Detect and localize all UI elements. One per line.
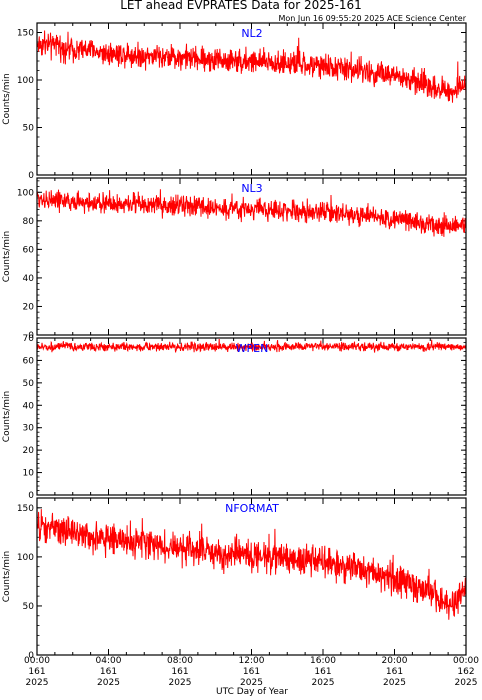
x-tick-label-year: 2025 (240, 678, 263, 688)
panel-label: NFORMAT (225, 502, 279, 515)
series-line-nl3 (36, 189, 467, 237)
x-tick-label-time: 00:00 (453, 656, 479, 666)
y-tick-label: 40 (23, 401, 35, 411)
x-tick-label-doy: 161 (171, 667, 188, 677)
y-tick-label: 100 (17, 553, 34, 563)
x-tick-label-year: 2025 (97, 678, 120, 688)
y-tick-label: 100 (17, 188, 34, 198)
panel-label: NL2 (241, 27, 262, 40)
panel-nl3: 0 20 40 60 80 100 NL3 Counts/min (2, 177, 467, 341)
y-tick-label: 80 (23, 217, 35, 227)
x-tick-label-time: 00:00 (24, 656, 50, 666)
x-tick-label-doy: 161 (386, 667, 403, 677)
panel-frame (36, 22, 467, 176)
y-tick-label: 50 (23, 124, 35, 134)
x-tick-label-year: 2025 (455, 678, 478, 688)
x-tick-label-time: 12:00 (239, 656, 265, 666)
y-tick-label: 150 (17, 504, 34, 514)
y-axis-title: Counts/min (2, 551, 12, 602)
x-tick-label-year: 2025 (169, 678, 192, 688)
y-tick-label: 0 (28, 491, 34, 501)
series-line-nformat (36, 509, 467, 620)
x-tick-label-doy: 161 (243, 667, 260, 677)
panel-wpen: 0 10 20 30 40 50 60 70 WPEN Counts/min (2, 334, 467, 501)
x-tick-label-time: 08:00 (167, 656, 193, 666)
x-tick-label-year: 2025 (383, 678, 406, 688)
y-tick-label: 60 (23, 356, 35, 366)
y-axis-title: Counts/min (2, 231, 12, 282)
x-tick-label-time: 20:00 (382, 656, 408, 666)
y-tick-label: 10 (23, 469, 35, 479)
series-line-nl2 (36, 30, 467, 103)
x-tick-label-doy: 161 (100, 667, 117, 677)
y-tick-label: 30 (23, 424, 35, 434)
panel-nl2: 0 50 100 150 NL2 Counts/min (2, 22, 467, 181)
y-tick-label: 20 (23, 302, 35, 312)
y-tick-label: 0 (28, 331, 34, 341)
chart-title: LET ahead EVPRATES Data for 2025-161 (120, 0, 362, 12)
x-axis-label: UTC Day of Year (216, 687, 288, 697)
y-tick-label: 50 (23, 602, 35, 612)
series-line-wpen (36, 338, 467, 353)
panel-label: NL3 (241, 182, 262, 195)
panel-frame (36, 497, 467, 656)
y-tick-label: 40 (23, 274, 35, 284)
y-tick-label: 50 (23, 379, 35, 389)
y-axis-title: Counts/min (2, 73, 12, 124)
panel-nformat: 0 50 100 150 NFORMAT Counts/min (2, 497, 467, 661)
y-tick-label: 70 (23, 334, 35, 344)
x-tick-label-time: 04:00 (96, 656, 122, 666)
x-tick-label-doy: 161 (314, 667, 331, 677)
y-axis-title: Counts/min (2, 391, 12, 442)
panel-frame (36, 177, 467, 336)
panel-frame (36, 337, 467, 496)
x-tick-label-year: 2025 (26, 678, 49, 688)
y-tick-label: 60 (23, 245, 35, 255)
x-tick-label-doy: 161 (28, 667, 45, 677)
x-tick-label-year: 2025 (312, 678, 335, 688)
y-tick-label: 150 (17, 29, 34, 39)
y-tick-label: 0 (28, 651, 34, 661)
x-tick-label-time: 16:00 (310, 656, 336, 666)
timestamp-stamp: Mon Jun 16 09:55:20 2025 ACE Science Cen… (278, 14, 466, 23)
y-tick-label: 20 (23, 446, 35, 456)
panel-label: WPEN (236, 342, 269, 355)
x-tick-label-doy: 162 (457, 667, 474, 677)
y-tick-label: 100 (17, 76, 34, 86)
y-tick-label: 0 (28, 171, 34, 181)
